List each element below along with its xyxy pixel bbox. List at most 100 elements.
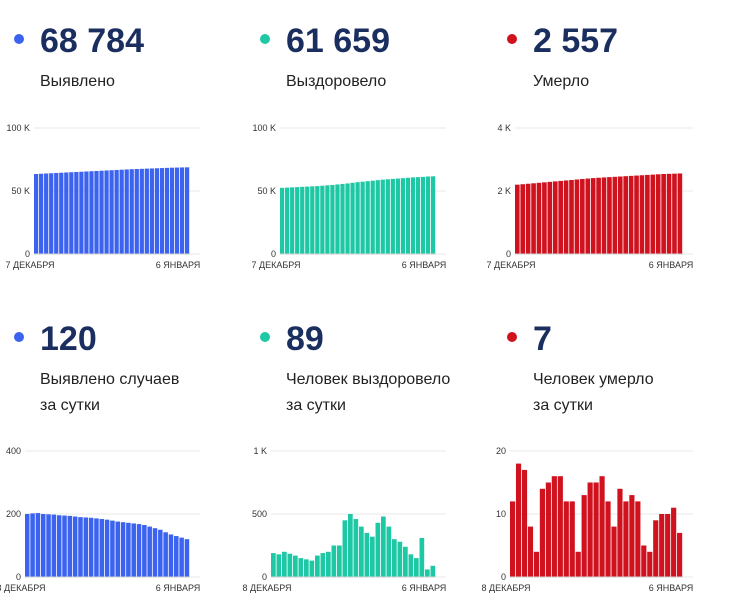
bar xyxy=(521,469,528,577)
bar xyxy=(271,553,276,577)
y-tick-label: 10 xyxy=(496,509,506,519)
bar xyxy=(285,187,290,254)
x-end-label: 6 ЯНВАРЯ xyxy=(402,583,447,593)
bar xyxy=(661,173,666,254)
x-start-label: 7 ДЕКАБРЯ xyxy=(251,260,300,270)
stat-panel: 61 659 Выздоровело xyxy=(258,20,478,300)
x-start-label: 8 ДЕКАБРЯ xyxy=(242,583,291,593)
legend-dot xyxy=(507,332,517,342)
y-tick-label: 200 xyxy=(6,509,21,519)
bar xyxy=(142,525,147,577)
stat-label: Выздоровело xyxy=(286,73,387,90)
bar xyxy=(276,554,282,577)
bar xyxy=(64,172,69,254)
x-end-label: 6 ЯНВАРЯ xyxy=(649,583,694,593)
bar xyxy=(410,177,416,254)
legend-dot xyxy=(14,332,24,342)
bar xyxy=(612,176,618,254)
x-start-label: 7 ДЕКАБРЯ xyxy=(486,260,535,270)
bar xyxy=(330,184,335,254)
bar xyxy=(325,185,330,254)
bar xyxy=(611,526,617,577)
bar xyxy=(607,177,612,254)
bar xyxy=(515,463,522,577)
x-end-label: 6 ЯНВАРЯ xyxy=(402,260,447,270)
bar xyxy=(533,551,540,577)
bar xyxy=(392,539,397,577)
bar xyxy=(154,168,160,254)
stat-number: 2 557 xyxy=(533,22,619,60)
bar xyxy=(527,526,534,577)
bar xyxy=(179,537,184,577)
bar xyxy=(520,184,526,254)
stat-label: Выявлено xyxy=(40,73,115,90)
stat-label: за сутки xyxy=(533,397,593,414)
bar xyxy=(380,179,385,254)
stat-number: 7 xyxy=(533,320,552,358)
bar xyxy=(375,180,380,254)
x-end-label: 6 ЯНВАРЯ xyxy=(156,583,201,593)
stat-panel: 7 Человек умерло за сутки xyxy=(505,318,725,598)
bar xyxy=(677,532,683,577)
bar xyxy=(515,184,520,254)
bar xyxy=(601,177,607,254)
bar xyxy=(623,176,629,254)
bar xyxy=(158,529,163,577)
bar xyxy=(56,515,62,577)
bar xyxy=(629,495,635,577)
bar xyxy=(655,174,661,254)
bar xyxy=(552,181,558,254)
stat-number: 61 659 xyxy=(286,22,390,60)
bar xyxy=(69,172,74,254)
bar xyxy=(408,554,414,577)
legend-dot xyxy=(260,34,270,44)
stat-panel: 89 Человек выздоровело за сутки xyxy=(258,318,478,598)
bar xyxy=(539,488,545,577)
bar xyxy=(403,546,408,577)
bar xyxy=(672,173,677,254)
bar xyxy=(79,171,84,254)
y-tick-label: 0 xyxy=(271,249,276,259)
bar xyxy=(83,517,89,577)
bar xyxy=(593,482,599,577)
bar xyxy=(320,553,326,577)
bar xyxy=(131,523,136,577)
bar xyxy=(385,179,390,254)
bar xyxy=(287,553,293,577)
bar xyxy=(54,172,59,254)
bar xyxy=(641,545,647,577)
x-end-label: 6 ЯНВАРЯ xyxy=(156,260,201,270)
bar xyxy=(575,551,581,577)
y-tick-label: 50 K xyxy=(257,186,276,196)
bar xyxy=(635,501,641,577)
bar xyxy=(89,171,94,254)
bar xyxy=(395,178,400,254)
bar xyxy=(375,522,381,577)
bar xyxy=(605,501,611,577)
stat-panel: 120 Выявлено случаев за сутки xyxy=(12,318,232,598)
bar xyxy=(580,179,585,254)
bar xyxy=(353,519,359,577)
bar xyxy=(639,175,645,254)
bar xyxy=(298,558,304,577)
bar xyxy=(381,516,386,577)
bar xyxy=(114,169,119,254)
bar xyxy=(34,173,39,254)
stat-label: Человек умерло xyxy=(533,371,654,388)
y-tick-label: 20 xyxy=(496,446,506,456)
bar xyxy=(164,167,170,254)
bar-chart: 0 10 20 8 ДЕКАБРЯ 6 ЯНВАРЯ xyxy=(481,446,694,593)
bar xyxy=(666,173,672,254)
bar xyxy=(590,178,596,254)
bar xyxy=(109,170,114,254)
bar xyxy=(542,182,547,254)
bar xyxy=(94,518,99,577)
bar xyxy=(110,520,115,577)
bar xyxy=(94,170,99,254)
bar xyxy=(536,182,542,254)
bar xyxy=(390,178,395,254)
bar xyxy=(647,551,653,577)
bar xyxy=(300,186,305,254)
bar xyxy=(136,524,142,577)
x-start-label: 8 ДЕКАБРЯ xyxy=(481,583,530,593)
